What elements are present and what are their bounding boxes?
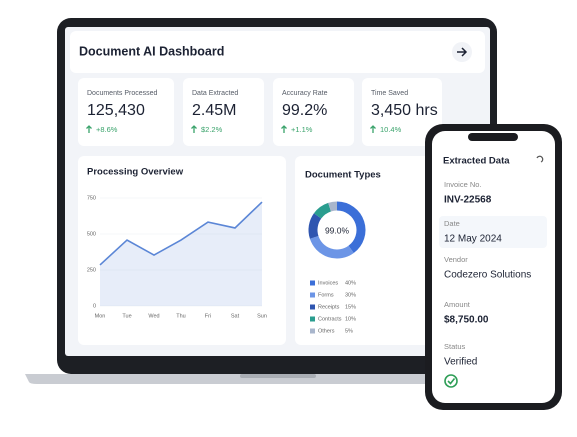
legend-value: 10%	[345, 316, 356, 322]
overview-card	[78, 156, 286, 345]
kpi-change: 10.4%	[380, 125, 402, 134]
y-tick-label: 250	[87, 267, 96, 273]
laptop-notch	[240, 374, 316, 378]
kpi-card	[362, 78, 442, 146]
dashboard-title: Document AI Dashboard	[79, 44, 224, 58]
field-value: Verified	[444, 357, 477, 368]
kpi-change: +1.1%	[291, 125, 313, 134]
kpi-card	[78, 78, 174, 146]
donut-segment	[336, 201, 366, 254]
kpi-change: +8.6%	[96, 125, 118, 134]
kpi-row: Documents Processed 125,430 +8.6% Data Extr…	[78, 78, 442, 146]
donut-segment	[308, 213, 322, 239]
field-label: Amount	[444, 300, 471, 309]
x-tick-label: Sun	[257, 313, 267, 319]
x-tick-label: Wed	[148, 313, 159, 319]
legend-name: Others	[318, 328, 335, 334]
phone-notch	[468, 133, 518, 141]
legend-name: Receipts	[318, 304, 340, 310]
y-tick-label: 0	[93, 303, 96, 309]
kpi-value: 125,430	[87, 102, 145, 119]
x-tick-label: Sat	[231, 313, 240, 319]
legend-value: 30%	[345, 292, 356, 298]
phone-title: Extracted Data	[443, 156, 510, 167]
legend-name: Invoices	[318, 280, 338, 286]
kpi-card	[183, 78, 264, 146]
legend-value: 40%	[345, 280, 356, 286]
field-value: INV-22568	[444, 195, 492, 206]
donut-segment	[328, 201, 338, 212]
kpi-label: Time Saved	[371, 90, 408, 97]
legend-swatch	[310, 280, 315, 286]
verified-check	[447, 378, 456, 385]
field-label: Status	[444, 342, 466, 351]
x-tick-label: Mon	[95, 313, 106, 319]
field-label: Date	[444, 219, 460, 228]
up-arrow	[86, 125, 92, 133]
legend-swatch	[310, 328, 315, 334]
field-label: Vendor	[444, 255, 468, 264]
line-area	[100, 202, 262, 306]
y-tick-label: 500	[87, 231, 96, 237]
donut-chart: Invoices 40% Forms 30% Receipts 15%Contracts 1…	[308, 201, 366, 334]
legend-value: 15%	[345, 304, 356, 310]
legend-name: Contracts	[318, 316, 342, 322]
donut-segment	[309, 235, 354, 259]
kpi-label: Data Extracted	[192, 90, 238, 97]
kpi-change: $2.2%	[201, 125, 223, 134]
kpi-label: Accuracy Rate	[282, 90, 328, 97]
line-chart: 0 250 500 750 Mon Tue Wed Thu Fri Sat Sun	[87, 195, 267, 319]
x-tick-label: Tue	[122, 313, 131, 319]
donut-segment	[313, 202, 332, 219]
kpi-label: Documents Processed	[87, 90, 158, 97]
x-tick-label: Fri	[205, 313, 211, 319]
kpi-value: 99.2%	[282, 102, 327, 119]
field-value: Codezero Solutions	[444, 270, 531, 281]
kpi-value: 2.45M	[192, 102, 236, 119]
date-field-box	[439, 216, 547, 248]
legend-swatch	[310, 316, 315, 322]
up-arrow	[191, 125, 197, 133]
legend-swatch	[310, 304, 315, 310]
refresh-icon[interactable]	[536, 155, 544, 163]
header-card	[70, 31, 485, 73]
kpi-value: 3,450 hrs	[371, 102, 438, 119]
verified-icon	[444, 374, 458, 388]
card-title: Processing Overview	[87, 167, 184, 178]
card-title: Document Types	[305, 170, 381, 181]
line-series	[99, 201, 263, 266]
field-list: Invoice No. INV-22568 Date 12 May 2024 Vendo…	[444, 180, 531, 368]
up-arrow	[370, 125, 376, 133]
field-label: Invoice No.	[444, 180, 482, 189]
y-tick-label: 750	[87, 195, 96, 201]
legend-swatch	[310, 292, 315, 298]
x-tick-label: Thu	[176, 313, 185, 319]
up-arrow	[281, 125, 287, 133]
phone-screen	[432, 131, 555, 403]
donut-center-label: 99.0%	[325, 225, 350, 235]
field-value: $8,750.00	[444, 315, 489, 326]
legend-name: Forms	[318, 292, 334, 298]
kpi-card	[273, 78, 354, 146]
legend-value: 5%	[345, 328, 353, 334]
types-card	[295, 156, 435, 345]
arrow-icon	[457, 47, 468, 57]
laptop-base	[25, 374, 532, 384]
field-value: 12 May 2024	[444, 234, 502, 245]
